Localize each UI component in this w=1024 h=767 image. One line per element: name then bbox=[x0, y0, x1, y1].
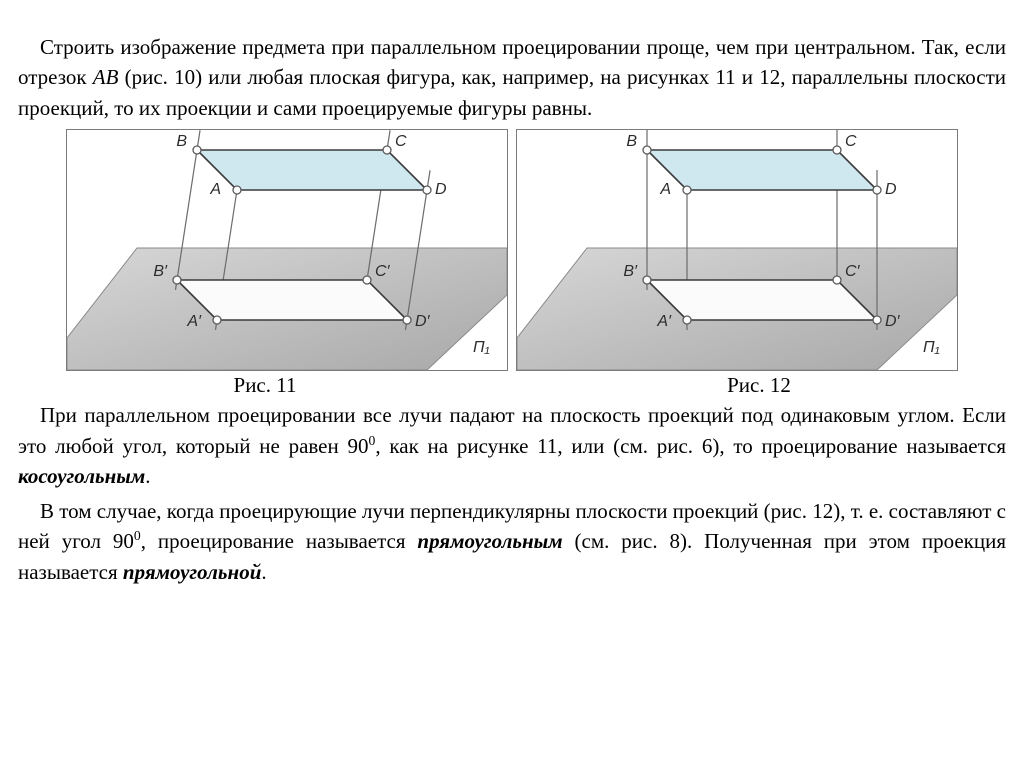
svg-text:C: C bbox=[845, 133, 857, 150]
svg-text:П₁: П₁ bbox=[923, 339, 940, 356]
svg-text:B′: B′ bbox=[623, 263, 638, 280]
svg-text:C′: C′ bbox=[845, 263, 861, 280]
svg-text:П₁: П₁ bbox=[473, 339, 490, 356]
p3-sup: 0 bbox=[134, 528, 141, 543]
svg-text:A: A bbox=[209, 181, 221, 198]
svg-text:A: A bbox=[659, 181, 671, 198]
caption-12: Рис. 12 bbox=[512, 373, 1006, 398]
term-orthogonal-result: прямоугольной bbox=[123, 560, 261, 584]
svg-text:B′: B′ bbox=[153, 263, 168, 280]
p3-text-b: , проецирование называется bbox=[141, 529, 418, 553]
svg-text:C: C bbox=[395, 133, 407, 150]
p2-text-b: , как на рисунке 11, или (см. рис. 6), т… bbox=[375, 434, 1006, 458]
svg-text:A′: A′ bbox=[656, 313, 672, 330]
p3-text-d: . bbox=[261, 560, 266, 584]
term-oblique: косоугольным bbox=[18, 464, 145, 488]
svg-text:A′: A′ bbox=[186, 313, 202, 330]
svg-text:C′: C′ bbox=[375, 263, 391, 280]
figures-row: A B C D A′ B′ C′ D′ П₁ A B C D A′ B′ C′ D′ П₁ bbox=[18, 129, 1006, 371]
svg-text:D′: D′ bbox=[415, 313, 431, 330]
svg-text:D′: D′ bbox=[885, 313, 901, 330]
paragraph-orthogonal: В том случае, когда проецирующие лучи пе… bbox=[18, 496, 1006, 587]
svg-text:B: B bbox=[626, 133, 637, 150]
svg-text:D: D bbox=[885, 181, 897, 198]
caption-11: Рис. 11 bbox=[18, 373, 512, 398]
svg-text:D: D bbox=[435, 181, 447, 198]
p2-text-c: . bbox=[145, 464, 150, 488]
segment-ab: AB bbox=[93, 65, 119, 89]
paragraph-oblique: При параллельном проецировании все лучи … bbox=[18, 400, 1006, 491]
paragraph-intro: Строить изображение предмета при паралле… bbox=[18, 32, 1006, 123]
term-orthogonal-projection: прямоугольным bbox=[417, 529, 562, 553]
p1-text-b: (рис. 10) или любая плоская фигура, как,… bbox=[18, 65, 1006, 119]
figure-12: A B C D A′ B′ C′ D′ П₁ bbox=[516, 129, 958, 371]
captions-row: Рис. 11 Рис. 12 bbox=[18, 373, 1006, 398]
svg-text:B: B bbox=[176, 133, 187, 150]
figure-11: A B C D A′ B′ C′ D′ П₁ bbox=[66, 129, 508, 371]
page: Строить изображение предмета при паралле… bbox=[0, 0, 1024, 609]
figure-12-svg: A B C D A′ B′ C′ D′ П₁ bbox=[516, 129, 958, 371]
figure-11-svg: A B C D A′ B′ C′ D′ П₁ bbox=[66, 129, 508, 371]
